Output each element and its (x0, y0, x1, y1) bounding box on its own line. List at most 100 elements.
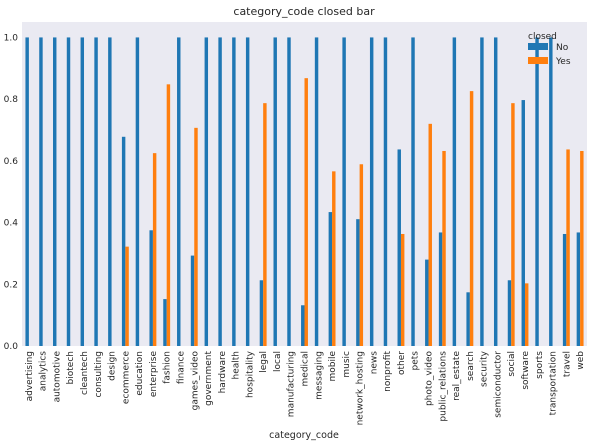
legend: closed No Yes (528, 32, 571, 67)
x-tick-label: automotive (52, 351, 62, 403)
bar-yes-travel (566, 149, 570, 346)
bar-no-other (397, 149, 401, 346)
x-tick-label: music (342, 351, 352, 378)
x-tick-label: hospitality (245, 350, 255, 398)
bar-yes-mobile (332, 171, 336, 346)
bar-no-design (108, 37, 112, 347)
bar-no-legal (259, 280, 264, 346)
bar-no-public_relations (438, 232, 443, 346)
x-tick-label: news (369, 351, 379, 375)
y-tick-label: 0.8 (4, 95, 19, 105)
bar-yes-search (469, 91, 474, 347)
x-tick-label: government (204, 351, 214, 406)
x-tick-label: cleantech (80, 351, 90, 395)
x-tick-label: legal (259, 351, 269, 373)
x-axis: advertising analytics automotive biotech cle… (25, 350, 586, 425)
x-tick-label: ecommerce (121, 351, 131, 405)
x-tick-label: social (507, 351, 517, 377)
x-tick-label: network_hosting (356, 351, 366, 425)
x-tick-label: hardware (218, 351, 228, 394)
y-tick-label: 0.6 (4, 157, 19, 167)
bar-no-ecommerce (121, 136, 126, 346)
x-tick-label: sports (535, 351, 545, 379)
bar-yes-software (524, 283, 529, 346)
bar-no-real_estate (452, 37, 457, 347)
x-tick-label: health (232, 351, 242, 380)
x-tick-label: local (273, 351, 283, 372)
bar-no-finance (177, 37, 181, 347)
x-tick-label: photo_video (425, 351, 435, 407)
bar-no-transportation (549, 37, 553, 347)
legend-title: closed (528, 32, 557, 42)
bar-no-games_video (190, 255, 195, 346)
bar-no-manufacturing (287, 37, 291, 347)
legend-swatch-yes (528, 57, 548, 64)
bar-yes-other (400, 233, 405, 346)
bar-yes-photo_video (428, 123, 432, 346)
bar-yes-legal (263, 103, 267, 346)
bar-yes-network_hosting (359, 164, 364, 346)
x-tick-label: transportation (549, 351, 559, 415)
x-tick-label: public_relations (438, 351, 448, 422)
bar-no-music (342, 37, 346, 347)
bar-no-social (507, 280, 512, 346)
legend-label-no: No (556, 43, 569, 53)
bar-yes-public_relations (442, 150, 446, 346)
x-tick-label: other (397, 351, 407, 375)
bar-no-web (576, 232, 581, 346)
x-tick-label: manufacturing (287, 351, 297, 417)
bar-no-sports (535, 37, 539, 347)
bar-no-medical (301, 305, 305, 346)
x-tick-label: education (135, 351, 145, 396)
bar-no-semiconductor (493, 37, 498, 347)
bar-no-messaging (314, 37, 319, 347)
y-axis: 0.0 0.2 0.4 0.6 0.8 1.0 (4, 33, 19, 352)
bar-no-biotech (66, 37, 71, 347)
x-tick-label: web (576, 351, 586, 370)
bar-no-photo_video (425, 259, 429, 346)
x-tick-label: design (108, 351, 118, 381)
x-tick-label: nonprofit (383, 351, 393, 392)
x-tick-label: consulting (94, 351, 104, 398)
bar-yes-web (580, 150, 584, 346)
bar-no-government (204, 37, 209, 347)
bar-no-cleantech (80, 37, 85, 347)
bar-no-security (480, 37, 484, 347)
bar-no-analytics (39, 37, 43, 347)
bar-no-travel (562, 233, 567, 346)
bar-no-health (232, 37, 236, 347)
bar-yes-fashion (166, 84, 171, 347)
x-tick-label: mobile (328, 351, 338, 382)
bar-no-pets (411, 37, 415, 347)
bars (25, 37, 584, 347)
y-tick-label: 0.4 (4, 219, 19, 229)
x-tick-label: security (480, 350, 490, 387)
bar-no-enterprise (149, 230, 153, 346)
x-tick-label: advertising (25, 351, 35, 401)
x-axis-label: category_code (269, 430, 339, 441)
bar-no-search (466, 292, 470, 346)
bar-no-news (369, 37, 374, 347)
bar-no-hospitality (245, 37, 250, 347)
bar-no-nonprofit (383, 37, 388, 347)
bar-yes-enterprise (152, 153, 157, 346)
legend-swatch-no (528, 43, 548, 50)
x-tick-label: finance (176, 351, 186, 385)
bar-no-consulting (94, 37, 98, 347)
bar-no-software (521, 100, 525, 346)
x-tick-label: pets (411, 351, 421, 371)
x-tick-label: enterprise (149, 351, 159, 398)
y-tick-label: 0.2 (4, 280, 18, 290)
bar-yes-social (511, 103, 515, 346)
x-tick-label: fashion (163, 351, 173, 384)
x-tick-label: games_video (190, 351, 200, 411)
x-tick-label: travel (562, 351, 572, 377)
chart-title: category_code closed bar (233, 5, 375, 18)
x-tick-label: software (521, 351, 531, 390)
bar-no-local (273, 37, 277, 347)
bar-no-advertising (25, 37, 29, 347)
legend-label-yes: Yes (555, 57, 571, 67)
bar-yes-ecommerce (125, 246, 129, 346)
